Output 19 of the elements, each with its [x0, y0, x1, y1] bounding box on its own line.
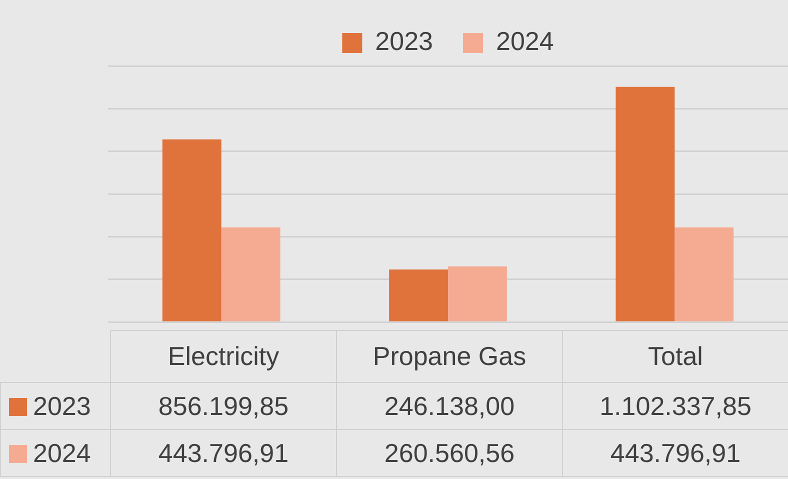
data-label: 443.796,91 [110, 430, 336, 476]
data-label: 246.138,00 [336, 382, 562, 430]
bar [448, 266, 507, 322]
bar [674, 227, 734, 322]
data-label: 443.796,91 [562, 430, 788, 476]
data-label: 856.199,85 [110, 382, 336, 430]
text: 2023 [33, 390, 91, 420]
x-tick-label: Electricity [168, 341, 280, 371]
data-label: 1.102.337,85 [562, 382, 788, 430]
data-label: 260.560,56 [336, 430, 562, 476]
legend-label: 2023 [375, 26, 434, 56]
bar [221, 227, 280, 322]
bar [616, 86, 675, 322]
text: 2024 [33, 438, 91, 468]
x-tick-label: Total [648, 341, 703, 371]
x-tick-label: Propane Gas [372, 341, 526, 371]
bar [389, 269, 448, 322]
legend-label: 2024 [496, 26, 554, 56]
bar [162, 139, 222, 322]
